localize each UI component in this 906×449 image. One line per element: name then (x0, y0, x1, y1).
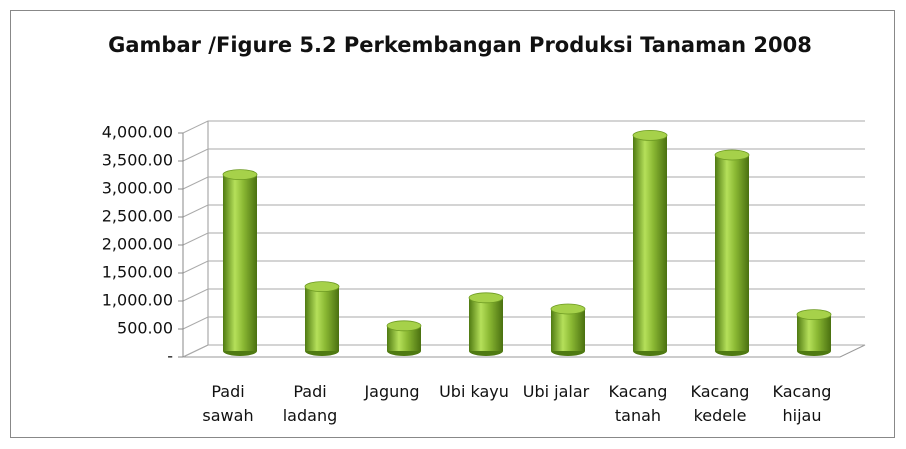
y-tick-label: 3,500.00 (102, 151, 173, 170)
bar-top (632, 129, 668, 141)
x-tick-label: Ubi jalar (522, 382, 590, 401)
grid-line (182, 344, 865, 358)
bar (715, 155, 749, 351)
x-tick-label: Kacang tanah (608, 382, 668, 425)
y-tick-label: 2,500.00 (102, 207, 173, 226)
grid-line (182, 316, 865, 330)
y-tick-label: 500.00 (117, 319, 173, 338)
bar-top (796, 309, 832, 321)
bar-top (304, 281, 340, 293)
bar-top (468, 292, 504, 304)
x-tick-label: Jagung (364, 382, 420, 401)
x-tick-label: Padi sawah (202, 382, 254, 425)
grid-line (182, 176, 865, 190)
bar-top (714, 149, 750, 161)
grid-line (182, 120, 865, 134)
grid-line (182, 260, 865, 274)
x-tick-label: Kacang kedele (690, 382, 750, 425)
bar (633, 135, 667, 351)
bar-top (386, 320, 422, 332)
floor (182, 344, 866, 358)
bar (551, 309, 585, 351)
x-tick-label: Ubi kayu (439, 382, 509, 401)
x-tick-label: Kacang hijau (772, 382, 832, 425)
y-tick-label: 4,000.00 (102, 123, 173, 142)
bar (797, 314, 831, 351)
bar (223, 174, 257, 351)
bar-top (550, 303, 586, 315)
y-tick-label: 2,000.00 (102, 235, 173, 254)
x-tick-label: Padi ladang (282, 382, 338, 425)
grid-line (182, 204, 865, 218)
bar (469, 297, 503, 351)
chart-frame (10, 10, 895, 438)
grid-line (182, 148, 865, 162)
y-tick-label: 1,500.00 (102, 263, 173, 282)
y-tick-label: 1,000.00 (102, 291, 173, 310)
y-tick-label: - (167, 347, 173, 366)
chart-title: Gambar /Figure 5.2 Perkembangan Produksi… (108, 33, 812, 57)
bar (305, 286, 339, 351)
bar-top (222, 169, 258, 181)
grid-line (182, 232, 865, 246)
grid-line (182, 288, 865, 302)
y-tick-label: 3,000.00 (102, 179, 173, 198)
